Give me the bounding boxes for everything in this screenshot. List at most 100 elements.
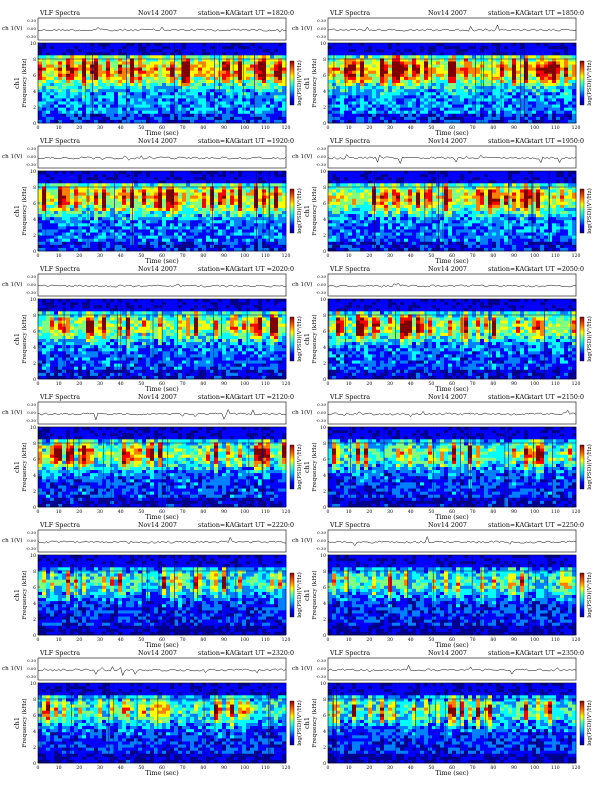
spectrogram-cell — [408, 61, 412, 64]
spectrogram-cell — [198, 77, 202, 80]
spectrogram-cell — [106, 92, 110, 95]
spectrogram-cell — [356, 95, 360, 98]
spectrogram-cell — [202, 111, 206, 114]
spectrogram-cell — [500, 52, 504, 55]
spectrogram-cell — [182, 65, 186, 68]
spectrogram-cell — [408, 43, 412, 46]
spectrogram-cell — [282, 239, 286, 242]
spectrogram-cell — [352, 61, 356, 64]
spectrogram-cell — [492, 114, 496, 117]
spectrogram-cell — [246, 229, 250, 232]
spectrogram-cell — [356, 74, 360, 77]
spectrogram-cell — [74, 43, 78, 46]
spectrogram-cell — [278, 46, 282, 49]
spectrogram-cell — [548, 46, 552, 49]
spectrogram-cell — [222, 211, 226, 214]
spectrogram-cell — [146, 177, 150, 180]
spectrogram-cell — [102, 71, 106, 74]
spectrogram-cell — [82, 229, 86, 232]
spectrogram-cell — [122, 183, 126, 186]
spectrogram-cell — [186, 55, 190, 58]
spectrogram-cell — [432, 80, 436, 83]
spectrogram-cell — [500, 117, 504, 120]
spectrogram-cell — [444, 52, 448, 55]
spectrogram-cell — [166, 68, 170, 71]
spectrogram-cell — [38, 68, 42, 71]
spectrogram-cell — [484, 114, 488, 117]
spectrogram-cell — [86, 105, 90, 108]
spectrogram-cell — [246, 214, 250, 217]
spectrogram-cell — [364, 61, 368, 64]
spectrogram-cell — [162, 92, 166, 95]
spectrogram-cell — [50, 239, 54, 242]
spectrogram-cell — [202, 86, 206, 89]
spectrogram-cell — [484, 43, 488, 46]
spectrogram-cell — [468, 46, 472, 49]
spectrogram-cell — [38, 236, 42, 239]
spectrogram-cell — [106, 46, 110, 49]
spectrogram-cell — [138, 83, 142, 86]
spectrogram-cell — [476, 43, 480, 46]
spectrogram-cell — [146, 171, 150, 174]
spectrogram-cell — [238, 83, 242, 86]
spectrogram-cell — [190, 202, 194, 205]
spectrogram-cell — [352, 117, 356, 120]
spectrogram-cell — [162, 61, 166, 64]
spectrogram-cell — [206, 202, 210, 205]
spectrogram-cell — [130, 89, 134, 92]
spectrogram-cell — [38, 229, 42, 232]
spectrogram-cell — [282, 80, 286, 83]
spectrogram-cell — [270, 174, 274, 177]
spectrogram-cell — [166, 199, 170, 202]
spectrogram-cell — [106, 95, 110, 98]
spectrogram-cell — [468, 65, 472, 68]
spectrogram-cell — [234, 80, 238, 83]
spectrogram-cell — [246, 239, 250, 242]
spectrogram-cell — [508, 43, 512, 46]
spectrogram-cell — [190, 183, 194, 186]
spectrogram-cell — [58, 202, 62, 205]
spectrogram-cell — [380, 83, 384, 86]
spectrogram-cell — [110, 98, 114, 101]
spectrogram-cell — [138, 217, 142, 220]
spectrogram-cell — [126, 229, 130, 232]
spectrogram-cell — [134, 217, 138, 220]
spectrogram-cell — [258, 202, 262, 205]
spectrogram-cell — [226, 55, 230, 58]
spectrogram-cell — [234, 117, 238, 120]
spectrogram-cell — [368, 105, 372, 108]
spectrogram-cell — [54, 199, 58, 202]
spectrogram-cell — [262, 239, 266, 242]
spectrogram-cell — [274, 74, 278, 77]
spectrogram-cell — [388, 92, 392, 95]
spectrogram-cell — [238, 220, 242, 223]
spectrogram-cell — [270, 217, 274, 220]
spectrogram-cell — [126, 245, 130, 248]
spectrogram-cell — [142, 214, 146, 217]
spectrogram-cell — [250, 223, 254, 226]
spectrogram-cell — [62, 180, 66, 183]
spectrogram-cell — [66, 208, 70, 211]
spectrogram-cell — [278, 177, 282, 180]
spectrogram-cell — [158, 174, 162, 177]
spectrogram-cell — [230, 114, 234, 117]
spectrogram-cell — [504, 114, 508, 117]
spectrogram-cell — [146, 80, 150, 83]
spectrogram-cell — [436, 108, 440, 111]
spectrogram-cell — [194, 229, 198, 232]
spectrogram-cell — [230, 220, 234, 223]
spectrogram-cell — [190, 236, 194, 239]
spectrogram-cell — [340, 71, 344, 74]
x-tick-label: 0 — [327, 125, 330, 131]
spectrogram-cell — [98, 101, 102, 104]
spectrogram-cell — [230, 214, 234, 217]
spectrogram-cell — [146, 105, 150, 108]
spectrogram-cell — [170, 236, 174, 239]
spectrogram-cell — [98, 199, 102, 202]
spectrogram-cell — [476, 108, 480, 111]
spectrogram-cell — [194, 61, 198, 64]
spectrogram-cell — [266, 46, 270, 49]
spectrogram-cell — [234, 74, 238, 77]
spectrogram-cell — [90, 108, 94, 111]
spectrogram-cell — [54, 196, 58, 199]
